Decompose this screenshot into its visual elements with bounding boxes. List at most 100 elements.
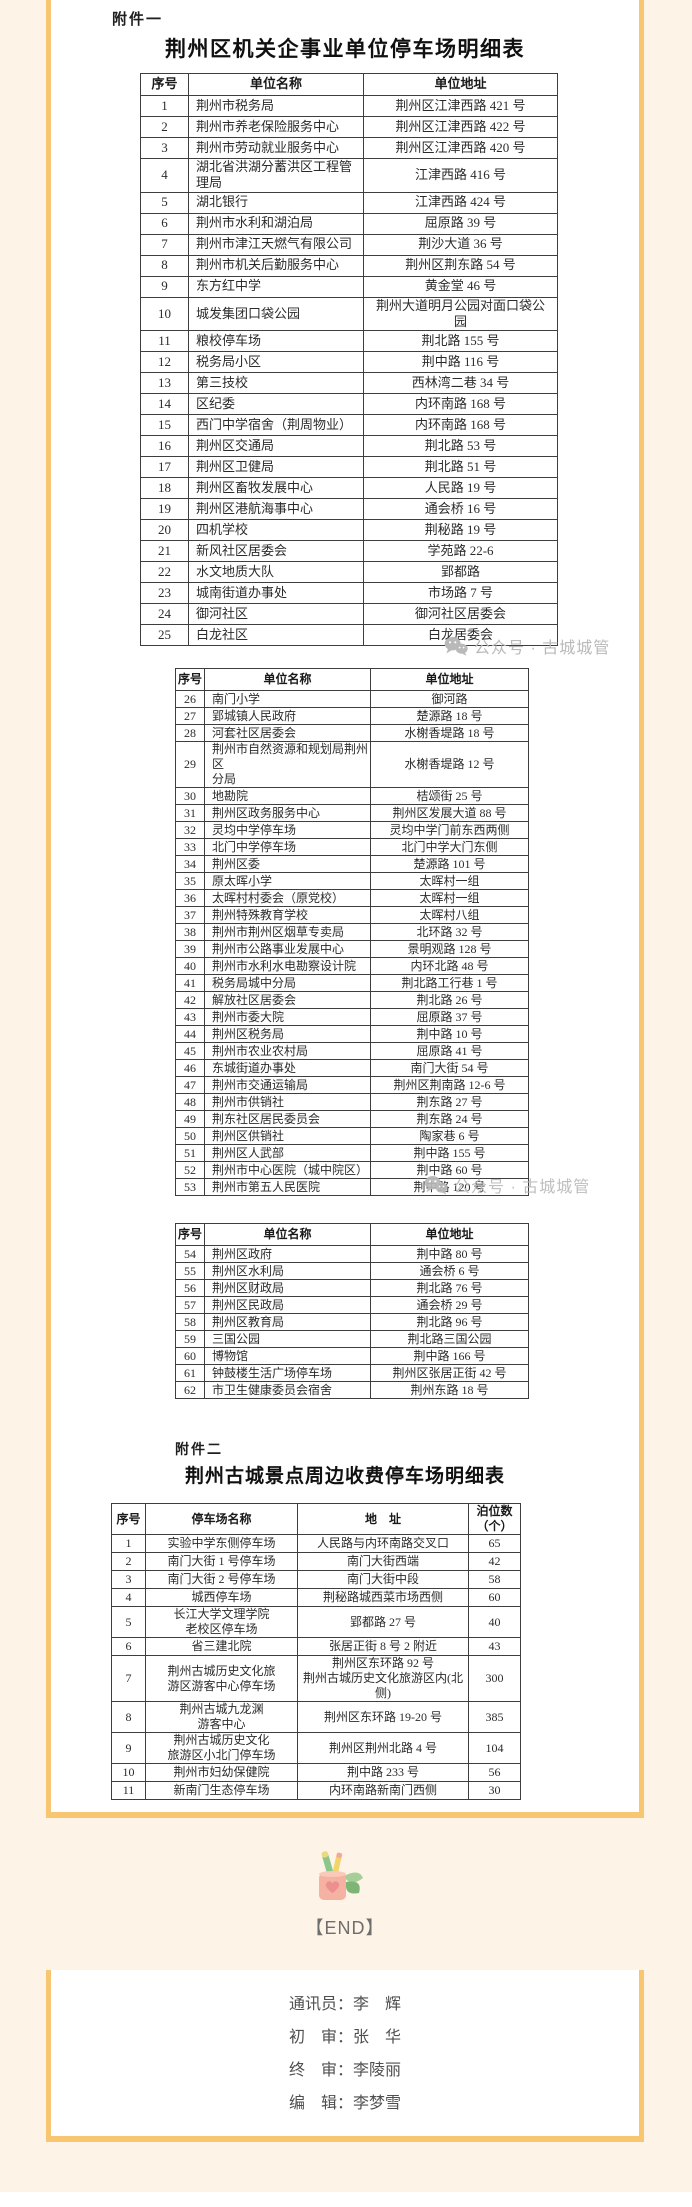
- leaf-icon: [345, 1881, 360, 1894]
- attachment2-label: 附件二: [175, 1443, 223, 1458]
- table-row: 16 荆州区交通局 荆北路 53 号: [140, 435, 558, 457]
- frame-bar-right: [639, 0, 644, 1812]
- table-row: 3 南门大街 2 号停车场 南门大街中段 58: [111, 1570, 521, 1589]
- column-header: 泊位数 （个）: [468, 1503, 521, 1535]
- pen-cup-illustration: [319, 1851, 363, 1900]
- table-row: 21 新风社区居委会 学苑路 22-6: [140, 540, 558, 562]
- column-header: 单位地址: [370, 1223, 529, 1246]
- table-row: 7 荆州古城历史文化旅 游区游客中心停车场 荆州区东环路 92 号 荆州古城历史文化…: [111, 1655, 521, 1702]
- table-row: 30 地勘院 桔颂街 25 号: [175, 787, 529, 805]
- table-row: 6 荆州市水利和湖泊局 屈原路 39 号: [140, 212, 558, 235]
- credit-final-review: 终 审：李陵丽: [288, 2062, 401, 2079]
- heart-icon: [325, 1881, 340, 1893]
- column-header: 单位名称: [188, 73, 364, 96]
- column-header: 地 址: [297, 1503, 469, 1535]
- column-header: 单位地址: [363, 73, 558, 96]
- table-header-row: 序号 停车场名称地 址泊位数 （个）: [111, 1503, 521, 1535]
- credit-correspondent: 通讯员：李 辉: [288, 1996, 401, 2013]
- frame-bar-horizontal: [46, 1812, 644, 1818]
- table-row: 10 城发集团口袋公园 荆州大道明月公园对面口袋公 园: [140, 296, 558, 331]
- attachment1-label: 附件一: [112, 12, 164, 28]
- table-row: 8 荆州市机关后勤服务中心 荆州区荆东路 54 号: [140, 254, 558, 277]
- table-header-row: 序号 单位名称 单位地址: [140, 73, 558, 96]
- table-row: 50 荆州区供销社 陶家巷 6 号: [175, 1127, 529, 1145]
- table-row: 40 荆州市水利水电勘察设计院 内环北路 48 号: [175, 957, 529, 975]
- table-row: 6 省三建北院 张居正街 8 号 2 附近 43: [111, 1637, 521, 1656]
- frame-bar-horizontal-bottom: [46, 2136, 644, 2142]
- table-row: 1 实验中学东侧停车场 人民路与内环南路交叉口 65: [111, 1534, 521, 1553]
- column-header: 序号: [140, 73, 189, 96]
- table-row: 62 市卫生健康委员会宿舍 荆州东路 18 号: [175, 1381, 529, 1399]
- end-marker: 【END】: [305, 1918, 385, 1938]
- watermark-text: 公众号 · 古城城管: [474, 640, 611, 657]
- table-row: 36 太晖村村委会（原党校） 太晖村一组: [175, 889, 529, 907]
- credit-editor: 编 辑：李梦雪: [288, 2095, 401, 2112]
- table-row: 41 税务局城中分局 荆北路工行巷 1 号: [175, 974, 529, 992]
- table-row: 59 三国公园 荆北路三国公园: [175, 1330, 529, 1348]
- table-row: 4 城西停车场 荆秘路城西菜市场西侧 60: [111, 1588, 521, 1607]
- table-row: 23 城南街道办事处 市场路 7 号: [140, 582, 558, 604]
- green-pen-icon: [321, 1851, 334, 1876]
- table-row: 19 荆州区港航海事中心 通会桥 16 号: [140, 498, 558, 520]
- frame-bar-left: [46, 0, 51, 1812]
- table-row: 39 荆州市公路事业发展中心 景明观路 128 号: [175, 940, 529, 958]
- leaf-icon: [344, 1872, 363, 1883]
- table-row: 8 荆州古城九龙渊 游客中心 荆州区东环路 19-20 号 385: [111, 1701, 521, 1733]
- table-header-row: 序号 单位名称 单位地址: [175, 668, 529, 691]
- table-row: 57 荆州区民政局 通会桥 29 号: [175, 1296, 529, 1314]
- table-row: 51 荆州区人武部 荆中路 155 号: [175, 1144, 529, 1162]
- table-row: 27 郢城镇人民政府 楚源路 18 号: [175, 707, 529, 725]
- table-row: 13 第三技校 西林湾二巷 34 号: [140, 372, 558, 394]
- table-row: 56 荆州区财政局 荆北路 76 号: [175, 1279, 529, 1297]
- bottom-white-strip: [0, 2192, 692, 2207]
- table-row: 43 荆州市委大院 屈原路 37 号: [175, 1008, 529, 1026]
- unit-parking-table-1: 序号 单位名称 单位地址 1 荆州市税务局 荆州区江津西路 421 号 2 荆州市养老保险服…: [140, 73, 558, 646]
- table-row: 20 四机学校 荆秘路 19 号: [140, 519, 558, 541]
- table-row: 10 荆州市妇幼保健院 荆中路 233 号 56: [111, 1763, 521, 1782]
- footer-card: [51, 1970, 639, 2136]
- table-row: 7 荆州市津江天燃气有限公司 荆沙大道 36 号: [140, 233, 558, 256]
- wechat-icon: [424, 1176, 448, 1195]
- column-header: 停车场名称: [145, 1503, 298, 1535]
- table-row: 2 荆州市养老保险服务中心 荆州区江津西路 422 号: [140, 116, 558, 138]
- frame-bar-right-lower: [639, 1970, 644, 2136]
- table-row: 35 原太晖小学 太晖村一组: [175, 872, 529, 890]
- column-header: 序号: [111, 1503, 146, 1535]
- table-row: 47 荆州市交通运输局 荆州区荆南路 12-6 号: [175, 1076, 529, 1094]
- table-row: 9 荆州古城历史文化 旅游区小北门停车场 荆州区荆州北路 4 号 104: [111, 1732, 521, 1764]
- table-row: 1 荆州市税务局 荆州区江津西路 421 号: [140, 95, 558, 117]
- table-row: 17 荆州区卫健局 荆北路 51 号: [140, 456, 558, 478]
- table-row: 3 荆州市劳动就业服务中心 荆州区江津西路 420 号: [140, 137, 558, 159]
- table-row: 22 水文地质大队 郢都路: [140, 561, 558, 583]
- table-row: 32 灵均中学停车场 灵均中学门前东西两侧: [175, 821, 529, 839]
- table-row: 28 河套社区居委会 水榭香堤路 18 号: [175, 724, 529, 742]
- table-row: 4 湖北省洪湖分蓄洪区工程管理局 江津西路 416 号: [140, 158, 558, 193]
- table-row: 42 解放社区居委会 荆北路 26 号: [175, 991, 529, 1009]
- column-header: 序号: [175, 1223, 205, 1246]
- column-header: 单位名称: [204, 668, 371, 691]
- table-row: 12 税务局小区 荆中路 116 号: [140, 351, 558, 373]
- table-row: 48 荆州市供销社 荆东路 27 号: [175, 1093, 529, 1111]
- unit-parking-table-3: 序号 单位名称 单位地址 54 荆州区政府 荆中路 80 号 55 荆州区水利局 通会桥 6 …: [175, 1223, 529, 1399]
- table-row: 5 长江大学文理学院 老校区停车场 郢都路 27 号 40: [111, 1606, 521, 1638]
- attachment2-title: 荆州古城景点周边收费停车场明细表: [184, 1466, 505, 1487]
- table-row: 11 新南门生态停车场 内环南路新南门西侧 30: [111, 1781, 521, 1800]
- column-header: 序号: [175, 668, 205, 691]
- table-row: 58 荆州区教育局 荆北路 96 号: [175, 1313, 529, 1331]
- column-header: 单位名称: [204, 1223, 371, 1246]
- table-row: 61 钟鼓楼生活广场停车场 荆州区张居正街 42 号: [175, 1364, 529, 1382]
- table-row: 44 荆州区税务局 荆中路 10 号: [175, 1025, 529, 1043]
- table-row: 55 荆州区水利局 通会桥 6 号: [175, 1262, 529, 1280]
- table-row: 33 北门中学停车场 北门中学大门东侧: [175, 838, 529, 856]
- table-row: 15 西门中学宿舍（荆周物业） 内环南路 168 号: [140, 414, 558, 436]
- table-row: 14 区纪委 内环南路 168 号: [140, 393, 558, 415]
- table-row: 9 东方红中学 黄金堂 46 号: [140, 275, 558, 298]
- table-row: 5 湖北银行 江津西路 424 号: [140, 191, 558, 214]
- table-row: 37 荆州特殊教育学校 太晖村八组: [175, 906, 529, 924]
- table-row: 45 荆州市农业农村局 屈原路 41 号: [175, 1042, 529, 1060]
- unit-parking-table-2: 序号 单位名称 单位地址 26 南门小学 御河路 27 郢城镇人民政府 楚源路 18 号 28 河…: [175, 668, 529, 1196]
- footer-credits: 通讯员：李 辉 初 审：张 华 终 审：李陵丽 编 辑：李梦雪: [51, 1994, 639, 2126]
- table-row: 38 荆州市荆州区烟草专卖局 北环路 32 号: [175, 923, 529, 941]
- attachment1-title: 荆州区机关企事业单位停车场明细表: [165, 37, 525, 61]
